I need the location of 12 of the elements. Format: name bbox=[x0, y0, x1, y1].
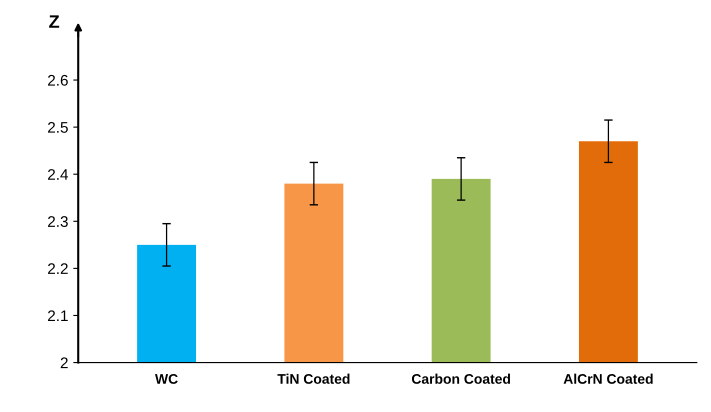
y-tick-label: 2 bbox=[60, 357, 68, 368]
x-tick-label: WC bbox=[155, 374, 178, 384]
x-tick-label: TiN Coated bbox=[277, 374, 350, 384]
x-tick-label: AlCrN Coated bbox=[564, 374, 653, 384]
y-tick-label: 2.5 bbox=[48, 122, 68, 133]
y-tick-label: 2.6 bbox=[48, 74, 68, 86]
x-tick-label: Carbon Coated bbox=[412, 374, 510, 384]
y-axis-title: Z bbox=[49, 15, 60, 28]
y-tick-label: 2.1 bbox=[48, 310, 68, 322]
y-tick-label: 2.3 bbox=[48, 216, 68, 227]
y-tick-label: 2.4 bbox=[48, 169, 68, 180]
y-tick-label: 2.2 bbox=[48, 263, 68, 274]
